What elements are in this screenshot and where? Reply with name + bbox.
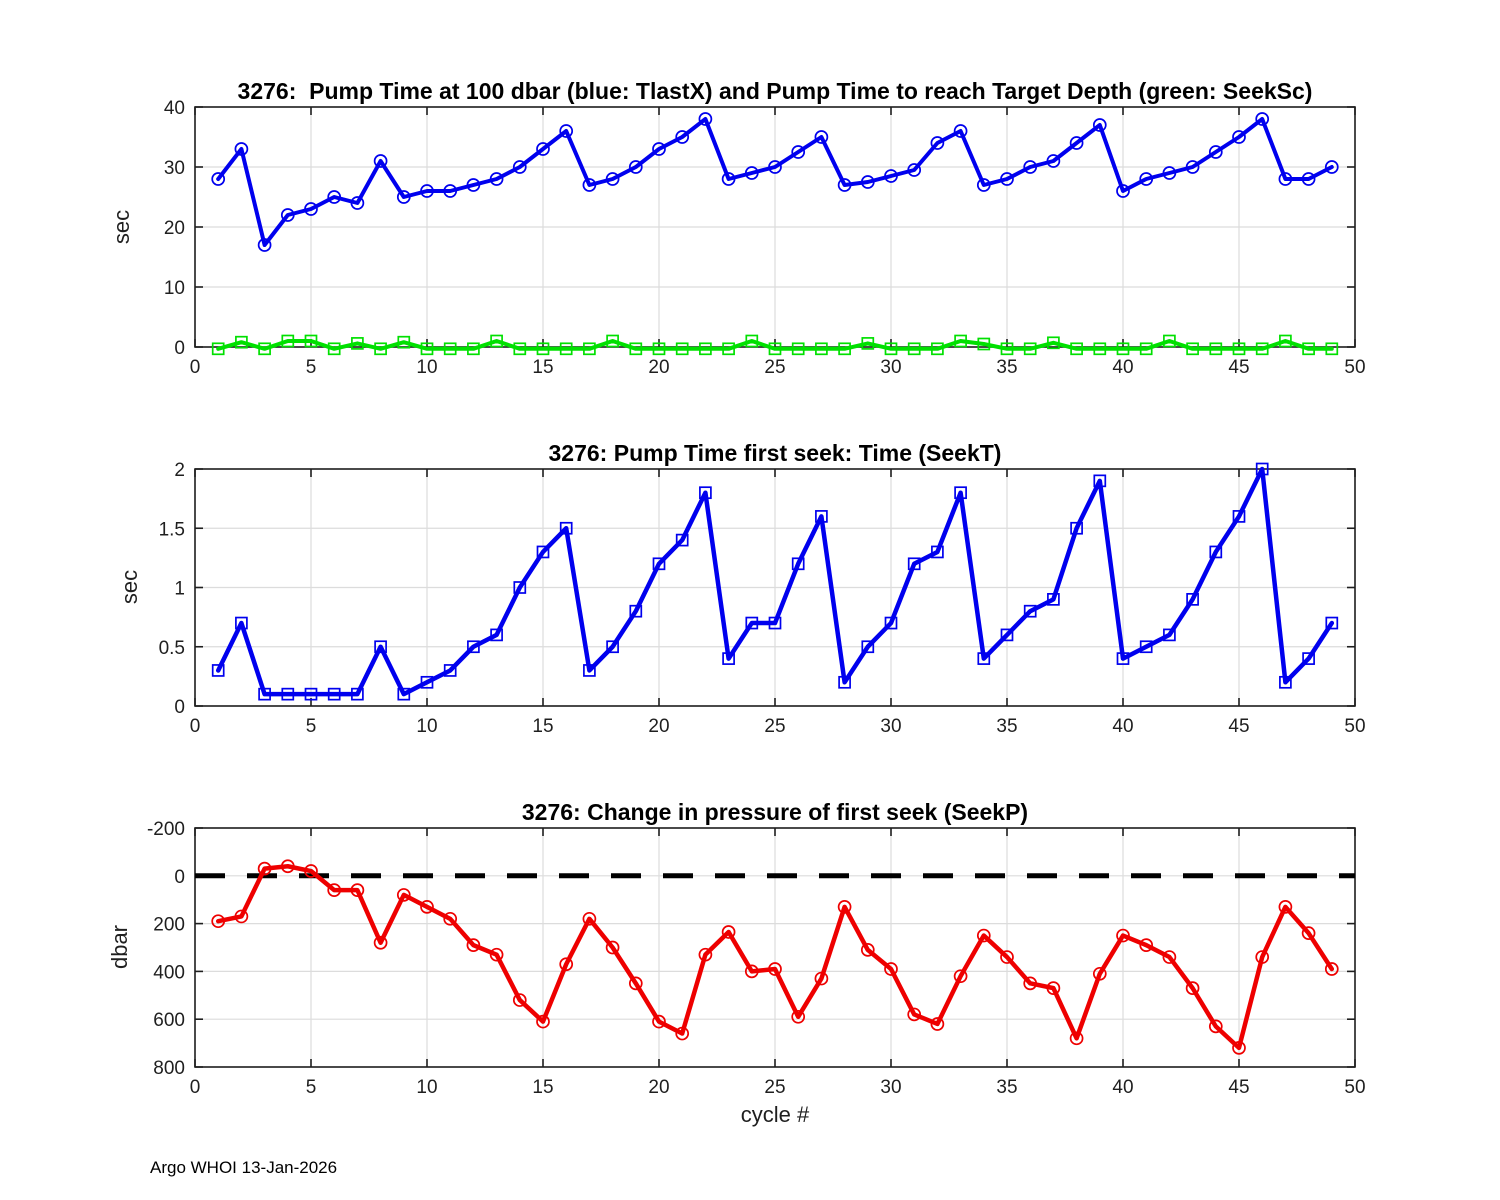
svg-text:400: 400: [153, 962, 185, 983]
figure-footer: Argo WHOI 13-Jan-2026: [150, 1158, 338, 1177]
svg-text:2: 2: [174, 460, 185, 481]
svg-text:600: 600: [153, 1010, 185, 1031]
svg-text:45: 45: [1228, 716, 1249, 737]
bottom-chart-title: 3276: Change in pressure of first seek (…: [521, 799, 1029, 825]
svg-text:30: 30: [880, 1077, 901, 1098]
svg-text:40: 40: [1112, 357, 1133, 378]
svg-text:40: 40: [1112, 716, 1133, 737]
svg-text:35: 35: [996, 357, 1017, 378]
bottom-chart-ylabel: dbar: [107, 924, 132, 970]
svg-text:30: 30: [880, 716, 901, 737]
svg-text:15: 15: [532, 357, 553, 378]
x-axis-label: cycle #: [740, 1102, 810, 1127]
svg-text:800: 800: [153, 1058, 185, 1079]
svg-text:35: 35: [996, 716, 1017, 737]
svg-text:20: 20: [648, 1077, 669, 1098]
svg-text:35: 35: [996, 1077, 1017, 1098]
svg-text:20: 20: [648, 357, 669, 378]
svg-text:10: 10: [164, 278, 185, 299]
top-chart-title: 3276: Pump Time at 100 dbar (blue: Tlast…: [237, 78, 1313, 104]
svg-text:25: 25: [764, 1077, 785, 1098]
svg-text:0: 0: [174, 338, 185, 359]
svg-text:40: 40: [164, 98, 185, 119]
svg-text:50: 50: [1344, 1077, 1365, 1098]
svg-text:0.5: 0.5: [159, 638, 185, 659]
svg-text:0: 0: [190, 357, 201, 378]
svg-text:0: 0: [174, 867, 185, 888]
svg-text:45: 45: [1228, 357, 1249, 378]
svg-text:-200: -200: [147, 819, 185, 840]
svg-text:15: 15: [532, 1077, 553, 1098]
svg-text:40: 40: [1112, 1077, 1133, 1098]
svg-text:10: 10: [416, 1077, 437, 1098]
svg-text:25: 25: [764, 716, 785, 737]
svg-text:200: 200: [153, 915, 185, 936]
svg-text:5: 5: [306, 357, 317, 378]
svg-text:1.5: 1.5: [159, 519, 185, 540]
svg-text:0: 0: [190, 716, 201, 737]
svg-text:10: 10: [416, 716, 437, 737]
middle-chart-title: 3276: Pump Time first seek: Time (SeekT): [548, 440, 1002, 466]
svg-text:5: 5: [306, 716, 317, 737]
top-chart-ylabel: sec: [109, 209, 134, 245]
svg-text:15: 15: [532, 716, 553, 737]
svg-text:30: 30: [880, 357, 901, 378]
svg-text:50: 50: [1344, 716, 1365, 737]
svg-text:20: 20: [648, 716, 669, 737]
svg-text:50: 50: [1344, 357, 1365, 378]
svg-text:0: 0: [174, 697, 185, 718]
svg-text:0: 0: [190, 1077, 201, 1098]
svg-text:25: 25: [764, 357, 785, 378]
svg-text:10: 10: [416, 357, 437, 378]
svg-text:1: 1: [174, 579, 185, 600]
svg-text:5: 5: [306, 1077, 317, 1098]
svg-text:30: 30: [164, 158, 185, 179]
svg-text:45: 45: [1228, 1077, 1249, 1098]
middle-chart-ylabel: sec: [117, 569, 142, 605]
svg-text:20: 20: [164, 218, 185, 239]
